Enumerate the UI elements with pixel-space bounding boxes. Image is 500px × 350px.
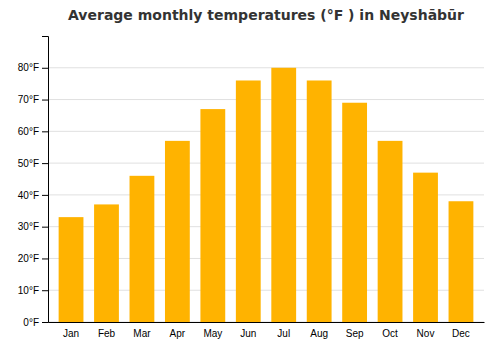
x-tick: Feb: [98, 328, 116, 339]
x-tick-label: Dec: [452, 328, 470, 339]
y-tick-mark: [42, 227, 48, 228]
y-axis: 0°F 10°F 20°F 30°F 40°F 50°F 60°F 70°F 80°F: [18, 37, 49, 328]
x-tick: Dec: [452, 328, 470, 339]
x-tick-label: Mar: [133, 328, 151, 339]
x-tick: Sep: [346, 328, 364, 339]
y-tick-label: 50°F: [18, 158, 39, 169]
x-tick: Jan: [63, 328, 79, 339]
x-tick-label: Feb: [98, 328, 116, 339]
y-tick-label: 0°F: [23, 317, 39, 328]
y-tick-label: 20°F: [18, 253, 39, 264]
x-tick: Nov: [417, 328, 435, 339]
x-tick: Mar: [133, 328, 151, 339]
x-tick-label: Aug: [310, 328, 328, 339]
y-tick-mark: [42, 195, 48, 196]
y-tick: 70°F: [18, 94, 48, 105]
y-tick-mark: [42, 100, 48, 101]
bar: [378, 141, 403, 322]
x-tick-label: Sep: [346, 328, 364, 339]
y-tick-label: 40°F: [18, 190, 39, 201]
title: Average monthly temperatures (°F ) in Ne…: [68, 7, 464, 23]
bar: [200, 109, 225, 322]
bar: [236, 80, 261, 322]
y-tick-mark: [42, 163, 48, 164]
x-tick: Oct: [382, 328, 398, 339]
x-tick: Jul: [277, 328, 290, 339]
grid-line: [48, 131, 484, 132]
grid-line: [48, 67, 484, 68]
bar: [271, 68, 296, 322]
x-tick-label: Jun: [240, 328, 256, 339]
x-tick: Aug: [310, 328, 328, 339]
y-tick: 20°F: [18, 253, 48, 264]
y-tick-mark: [42, 290, 48, 291]
y-tick: 60°F: [18, 126, 48, 137]
y-tick-label: 80°F: [18, 62, 39, 73]
y-tick-mark: [42, 131, 48, 132]
y-tick: 10°F: [18, 285, 48, 296]
y-tick: 50°F: [18, 158, 48, 169]
y-axis-line: [42, 37, 49, 323]
bars: [59, 68, 474, 322]
x-tick-label: Oct: [382, 328, 398, 339]
x-tick: Apr: [170, 328, 186, 339]
grid-line: [48, 163, 484, 164]
chart: Average monthly temperatures (°F ) in Ne…: [0, 0, 500, 350]
x-tick: Jun: [240, 328, 256, 339]
x-tick: May: [203, 328, 222, 339]
bar: [94, 204, 119, 322]
bar: [342, 103, 367, 322]
grid-line: [48, 99, 484, 100]
plot: 0°F 10°F 20°F 30°F 40°F 50°F 60°F 70°F 80°F Jan Fe…: [18, 37, 485, 340]
y-tick: 30°F: [18, 221, 48, 232]
x-tick-label: Jan: [63, 328, 79, 339]
bar: [413, 173, 438, 322]
x-axis: Jan Feb Mar Apr May Jun Jul Aug Sep Oct Nov Dec: [49, 323, 485, 340]
bar: [449, 201, 474, 322]
y-tick-label: 30°F: [18, 221, 39, 232]
y-tick: 40°F: [18, 190, 48, 201]
bar: [165, 141, 190, 322]
y-tick: 80°F: [18, 62, 48, 73]
bar: [307, 80, 332, 322]
x-axis-line: [49, 322, 485, 323]
bar: [130, 176, 155, 322]
y-tick: 0°F: [23, 317, 48, 328]
x-tick-label: Nov: [417, 328, 435, 339]
x-tick-label: May: [203, 328, 222, 339]
x-tick-label: Apr: [170, 328, 186, 339]
y-tick-mark: [42, 68, 48, 69]
x-tick-label: Jul: [277, 328, 290, 339]
y-tick-label: 10°F: [18, 285, 39, 296]
y-tick-mark: [42, 258, 48, 259]
grid: [48, 68, 484, 322]
y-tick-mark: [42, 322, 48, 323]
y-tick-label: 60°F: [18, 126, 39, 137]
bar: [59, 217, 84, 322]
y-tick-label: 70°F: [18, 94, 39, 105]
